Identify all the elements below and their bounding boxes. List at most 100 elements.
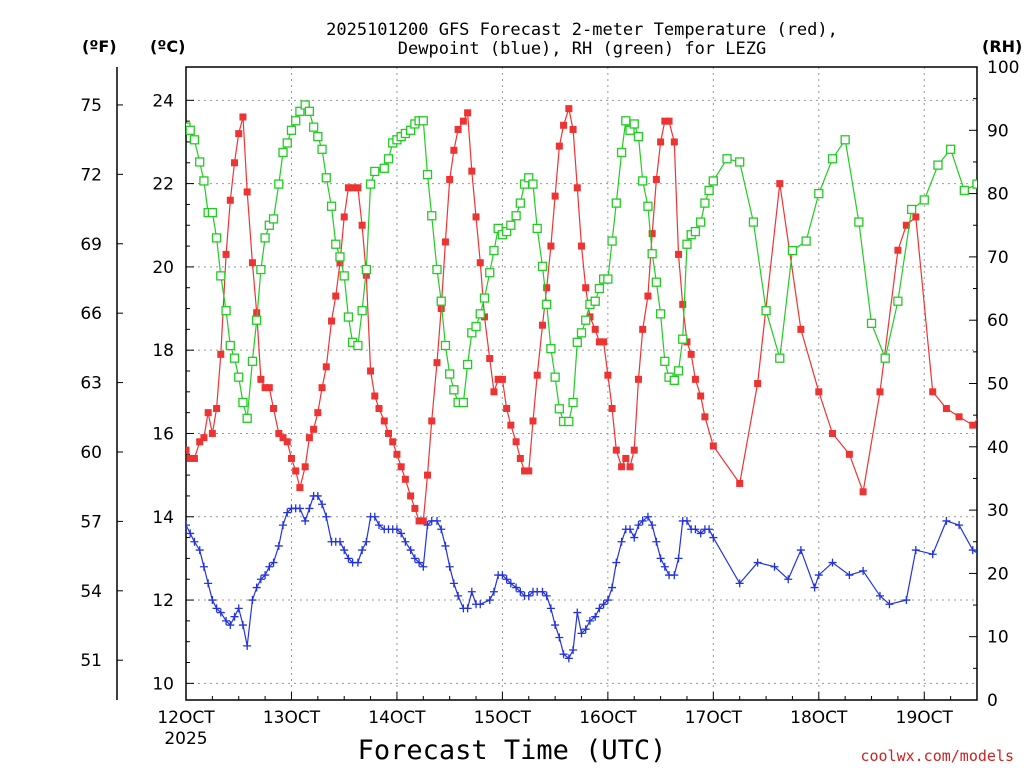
dewpoint-point bbox=[449, 579, 458, 588]
temperature-point bbox=[533, 371, 541, 379]
rh-point bbox=[445, 369, 455, 379]
time-tick-label: 17OCT bbox=[685, 708, 743, 728]
temperature-point bbox=[512, 438, 520, 446]
rh-point bbox=[475, 309, 485, 319]
temperature-point bbox=[248, 259, 256, 267]
dewpoint-point bbox=[301, 516, 310, 525]
dewpoint-point bbox=[551, 621, 560, 630]
dewpoint-point bbox=[828, 558, 837, 567]
rh-point bbox=[603, 274, 613, 284]
dewpoint-point bbox=[463, 604, 472, 613]
rh-point bbox=[422, 169, 433, 180]
dewpoint-point bbox=[981, 554, 989, 562]
dewpoint-point bbox=[691, 525, 700, 534]
dewpoint-point bbox=[577, 629, 586, 638]
rh-point bbox=[229, 353, 240, 363]
temperature-point bbox=[265, 384, 273, 392]
chart-title-line-2: Dewpoint (blue), RH (green) for LEZG bbox=[398, 39, 766, 59]
rh-point bbox=[651, 277, 662, 287]
dewpoint-point bbox=[569, 646, 578, 655]
temperature-point bbox=[464, 109, 472, 117]
dewpoint-point bbox=[968, 546, 977, 555]
dewpoint-point bbox=[243, 641, 252, 650]
temperature-point bbox=[314, 409, 322, 417]
rh-point bbox=[379, 163, 389, 173]
rh-point bbox=[669, 375, 679, 385]
temperature-point bbox=[257, 375, 265, 383]
dewpoint-point bbox=[234, 604, 243, 613]
temperature-point bbox=[424, 471, 432, 479]
temperature-point bbox=[525, 467, 533, 475]
dewpoint-point bbox=[512, 583, 521, 592]
rh-point bbox=[260, 233, 270, 243]
rh-point bbox=[511, 211, 521, 221]
dewpoint-point bbox=[226, 621, 235, 630]
temperature-point bbox=[494, 375, 502, 383]
dewpoint-point bbox=[279, 521, 288, 530]
dewpoint-point bbox=[617, 537, 626, 546]
dewpoint-point bbox=[186, 521, 190, 530]
temperature-point bbox=[367, 367, 375, 375]
time-tick-year-label: 2025 bbox=[164, 729, 207, 749]
temperature-point bbox=[604, 371, 612, 379]
dewpoint-point bbox=[559, 650, 568, 659]
rh-point bbox=[700, 198, 710, 208]
rh-point bbox=[479, 293, 490, 303]
temperature-point bbox=[630, 446, 638, 454]
fahrenheit-axis: 51 54 57 60 63 66 69 72 75 bbox=[80, 96, 123, 671]
series-layer bbox=[186, 100, 989, 663]
rh-point bbox=[432, 264, 442, 275]
rh-point bbox=[331, 239, 341, 249]
temperature-point bbox=[969, 421, 977, 429]
temperature-point bbox=[670, 138, 678, 146]
temperature-point bbox=[362, 271, 370, 279]
rh-point bbox=[238, 397, 248, 408]
rh-tick-label: 0 bbox=[987, 691, 998, 711]
dewpoint-point bbox=[634, 521, 643, 530]
rh-tick-label: 80 bbox=[987, 185, 1009, 205]
temperature-point bbox=[582, 284, 590, 292]
dewpoint-point bbox=[705, 525, 714, 534]
temperature-point bbox=[332, 292, 340, 300]
rh-point bbox=[326, 201, 337, 211]
rh-point bbox=[247, 356, 258, 366]
dewpoint-point bbox=[467, 587, 476, 596]
dewpoint-point bbox=[313, 491, 322, 500]
dewpoint-point bbox=[599, 600, 608, 609]
rh-point bbox=[339, 271, 349, 281]
temperature-point bbox=[196, 438, 204, 446]
rh-tick-label: 100 bbox=[987, 58, 1019, 78]
dewpoint-point bbox=[204, 579, 213, 588]
dewpoint-point bbox=[656, 554, 665, 563]
dewpoint-point bbox=[419, 562, 428, 571]
fahrenheit-tick-label: 51 bbox=[80, 651, 102, 671]
dewpoint-point bbox=[212, 604, 221, 613]
temperature-point bbox=[411, 504, 419, 512]
dewpoint-point bbox=[942, 516, 951, 525]
temperature-point bbox=[301, 463, 309, 471]
temperature-point bbox=[397, 463, 405, 471]
fahrenheit-tick-label: 63 bbox=[80, 374, 102, 394]
dewpoint-point bbox=[753, 558, 762, 567]
rh-point bbox=[195, 157, 205, 167]
dewpoint-point bbox=[445, 562, 454, 571]
rh-point bbox=[550, 372, 560, 382]
rh-point bbox=[814, 188, 824, 199]
temperature-point bbox=[283, 438, 291, 446]
celsius-tick-label: 14 bbox=[152, 508, 174, 528]
rh-point bbox=[278, 147, 288, 158]
rh-point bbox=[647, 249, 657, 259]
rh-point bbox=[906, 204, 917, 215]
temperature-point bbox=[529, 417, 537, 425]
temperature-point bbox=[275, 429, 283, 437]
dewpoint-point bbox=[885, 600, 894, 609]
temperature-point bbox=[235, 130, 243, 138]
celsius-axis: 10 12 14 16 18 20 22 24 bbox=[152, 91, 194, 694]
temperature-point bbox=[661, 117, 669, 125]
temperature-point bbox=[912, 213, 920, 221]
rh-point bbox=[594, 283, 605, 294]
time-tick-label: 18OCT bbox=[790, 708, 848, 728]
temperature-point bbox=[222, 250, 230, 258]
dewpoint-point bbox=[195, 546, 204, 555]
